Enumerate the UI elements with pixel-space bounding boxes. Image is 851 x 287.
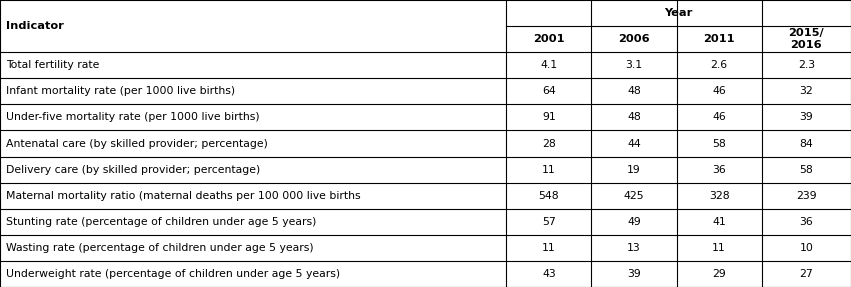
Text: 32: 32 — [799, 86, 814, 96]
Text: 239: 239 — [796, 191, 817, 201]
Text: 58: 58 — [799, 164, 814, 174]
Text: Antenatal care (by skilled provider; percentage): Antenatal care (by skilled provider; per… — [6, 139, 268, 148]
Text: 28: 28 — [542, 139, 556, 148]
Text: 2015/
2016: 2015/ 2016 — [789, 28, 824, 50]
Text: 48: 48 — [627, 86, 641, 96]
Text: Indicator: Indicator — [6, 21, 64, 31]
Text: 41: 41 — [712, 217, 726, 227]
Text: 39: 39 — [799, 113, 814, 123]
Text: 36: 36 — [712, 164, 726, 174]
Text: 10: 10 — [799, 243, 814, 253]
Text: 84: 84 — [799, 139, 814, 148]
Text: 13: 13 — [627, 243, 641, 253]
Text: Maternal mortality ratio (maternal deaths per 100 000 live births: Maternal mortality ratio (maternal death… — [6, 191, 361, 201]
Text: 29: 29 — [712, 269, 726, 279]
Text: 4.1: 4.1 — [540, 60, 557, 70]
Text: 2.6: 2.6 — [711, 60, 728, 70]
Text: 11: 11 — [712, 243, 726, 253]
Text: Infant mortality rate (per 1000 live births): Infant mortality rate (per 1000 live bir… — [6, 86, 235, 96]
Text: 328: 328 — [709, 191, 729, 201]
Text: 2.3: 2.3 — [797, 60, 815, 70]
Text: 36: 36 — [799, 217, 814, 227]
Text: 46: 46 — [712, 86, 726, 96]
Text: 548: 548 — [539, 191, 559, 201]
Text: Total fertility rate: Total fertility rate — [6, 60, 100, 70]
Text: 19: 19 — [627, 164, 641, 174]
Text: 91: 91 — [542, 113, 556, 123]
Text: Wasting rate (percentage of children under age 5 years): Wasting rate (percentage of children und… — [6, 243, 313, 253]
Text: 48: 48 — [627, 113, 641, 123]
Text: 2011: 2011 — [703, 34, 735, 44]
Text: 27: 27 — [799, 269, 814, 279]
Text: 3.1: 3.1 — [625, 60, 643, 70]
Text: 64: 64 — [542, 86, 556, 96]
Text: 2001: 2001 — [533, 34, 565, 44]
Text: Stunting rate (percentage of children under age 5 years): Stunting rate (percentage of children un… — [6, 217, 317, 227]
Text: 58: 58 — [712, 139, 726, 148]
Text: 46: 46 — [712, 113, 726, 123]
Text: Delivery care (by skilled provider; percentage): Delivery care (by skilled provider; perc… — [6, 164, 260, 174]
Text: 44: 44 — [627, 139, 641, 148]
Text: Underweight rate (percentage of children under age 5 years): Underweight rate (percentage of children… — [6, 269, 340, 279]
Text: 39: 39 — [627, 269, 641, 279]
Text: Under-five mortality rate (per 1000 live births): Under-five mortality rate (per 1000 live… — [6, 113, 260, 123]
Text: 2006: 2006 — [618, 34, 650, 44]
Text: Year: Year — [665, 8, 693, 18]
Text: 11: 11 — [542, 243, 556, 253]
Text: 425: 425 — [624, 191, 644, 201]
Text: 49: 49 — [627, 217, 641, 227]
Text: 11: 11 — [542, 164, 556, 174]
Text: 57: 57 — [542, 217, 556, 227]
Text: 43: 43 — [542, 269, 556, 279]
